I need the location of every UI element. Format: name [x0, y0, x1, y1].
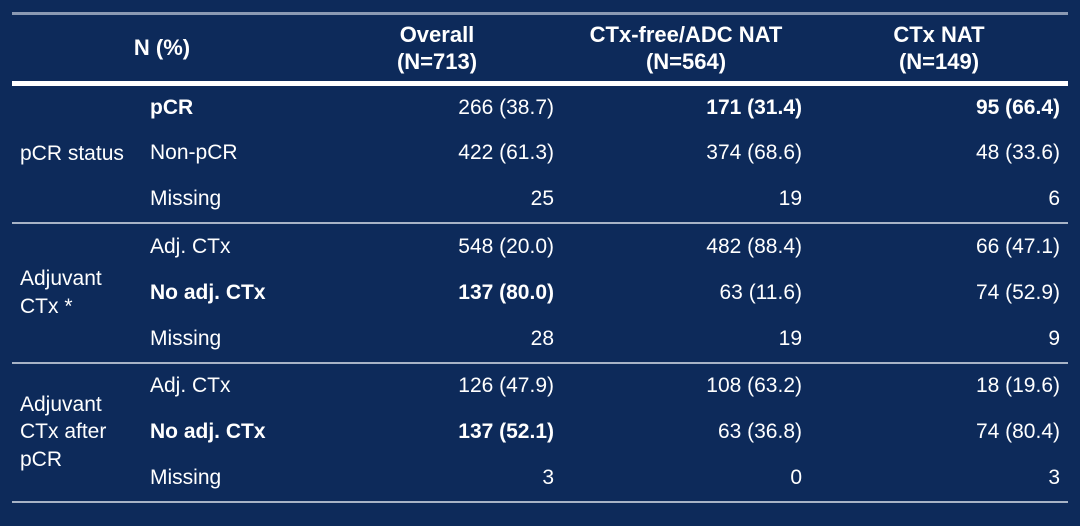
group-label-adjuvant-ctx: Adjuvant CTx * — [12, 222, 140, 363]
table-row-after-pcr-missing: Missing 3 0 3 — [12, 456, 1068, 503]
cell-overall: 28 — [530, 326, 554, 350]
cell-ctx-nat: 6 — [1048, 187, 1060, 211]
row-label-missing: Missing — [150, 187, 222, 211]
row-label-no-adj-ctx: No adj. CTx — [150, 280, 266, 304]
cell-overall: 266 (38.7) — [458, 96, 554, 119]
row-label-pcr: pCR — [150, 96, 194, 119]
cell-ctx-nat: 95 (66.4) — [975, 96, 1060, 119]
row-label-missing: Missing — [150, 466, 222, 490]
cell-overall: 25 — [530, 187, 554, 211]
header-ctx-nat: CTx NAT (N=149) — [810, 13, 1068, 86]
cell-overall: 422 (61.3) — [458, 141, 554, 165]
table-row-adj-ctx: Adjuvant CTx * Adj. CTx 548 (20.0) 482 (… — [12, 222, 1068, 363]
cell-ctx-nat: 74 (80.4) — [975, 420, 1060, 444]
table-row-pcr-missing: Missing 25 19 6 — [12, 177, 1068, 224]
header-overall-line1: Overall — [399, 21, 475, 47]
table-row-non-pcr: Non-pCR 422 (61.3) 374 (68.6) 48 (33.6) — [12, 130, 1068, 177]
row-label-adj-ctx: Adj. CTx — [140, 361, 312, 409]
row-label-no-adj-ctx: No adj. CTx — [150, 420, 266, 444]
group-label-pcr-status: pCR status — [20, 142, 124, 166]
header-ctx-nat-line2: (N=149) — [898, 49, 980, 74]
cell-ctx-free: 482 (88.4) — [562, 222, 810, 270]
cell-ctx-nat: 48 (33.6) — [975, 141, 1060, 165]
table-row-adj-ctx-missing: Missing 28 19 9 — [12, 316, 1068, 363]
group-label-adjuvant-ctx-after-pcr: Adjuvant CTx after pCR — [12, 361, 140, 502]
table-row-no-adj-ctx-after-pcr: No adj. CTx 137 (52.1) 63 (36.8) 74 (80.… — [12, 409, 1068, 456]
header-ctx-free-line2: (N=564) — [645, 49, 727, 74]
header-ctx-nat-line1: CTx NAT — [893, 21, 985, 47]
cell-overall: 126 (47.9) — [312, 361, 562, 409]
table-row-adj-ctx-after-pcr: Adjuvant CTx after pCR Adj. CTx 126 (47.… — [12, 361, 1068, 502]
cell-ctx-free: 374 (68.6) — [706, 141, 802, 165]
header-overall: Overall (N=713) — [312, 13, 562, 86]
cell-ctx-free: 171 (31.4) — [706, 96, 802, 119]
cell-ctx-free: 63 (11.6) — [719, 280, 803, 304]
cell-ctx-free: 0 — [790, 466, 802, 490]
cell-ctx-nat: 18 (19.6) — [810, 361, 1068, 409]
table-row-pcr: pCR status pCR 266 (38.7) 171 (31.4) 95 … — [12, 84, 1068, 165]
header-ctx-free-line1: CTx-free/ADC NAT — [589, 21, 783, 47]
cell-ctx-free: 63 (36.8) — [717, 420, 802, 444]
cell-ctx-free: 19 — [778, 187, 802, 211]
header-n-pct: N (%) — [12, 13, 312, 86]
row-label-adj-ctx: Adj. CTx — [140, 222, 312, 270]
cell-ctx-nat: 9 — [1048, 326, 1060, 350]
cell-overall: 137 (80.0) — [458, 280, 554, 304]
cell-overall: 548 (20.0) — [312, 222, 562, 270]
table-header-row: N (%) Overall (N=713) CTx-free/ADC NAT (… — [12, 13, 1068, 86]
results-table: N (%) Overall (N=713) CTx-free/ADC NAT (… — [12, 12, 1068, 503]
table-row-no-adj-ctx: No adj. CTx 137 (80.0) 63 (11.6) 74 (52.… — [12, 270, 1068, 317]
cell-ctx-nat: 66 (47.1) — [810, 222, 1068, 270]
header-overall-line2: (N=713) — [396, 49, 478, 74]
cell-ctx-free: 108 (63.2) — [562, 361, 810, 409]
row-label-missing: Missing — [150, 326, 222, 350]
row-label-non-pcr: Non-pCR — [150, 141, 238, 165]
cell-ctx-free: 19 — [778, 326, 802, 350]
cell-overall: 137 (52.1) — [458, 420, 554, 444]
cell-overall: 3 — [542, 466, 554, 490]
cell-ctx-nat: 74 (52.9) — [975, 280, 1060, 304]
header-ctx-free-adc-nat: CTx-free/ADC NAT (N=564) — [562, 13, 810, 86]
cell-ctx-nat: 3 — [1048, 466, 1060, 490]
